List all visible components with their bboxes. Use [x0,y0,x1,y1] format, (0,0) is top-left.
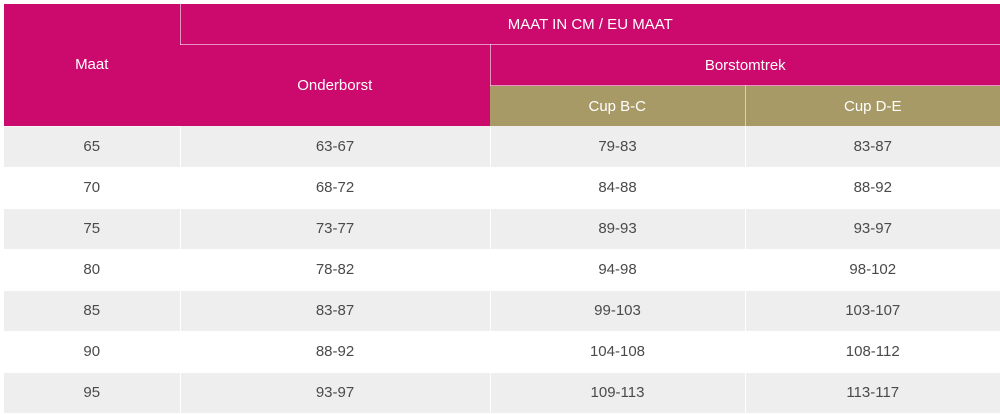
cell-cup-de: 98-102 [744,249,1000,291]
header-borstomtrek: Borstomtrek [489,44,1000,86]
cell-cup-bc: 109-113 [489,372,745,414]
cell-maat: 70 [4,167,180,209]
header-cup-bc: Cup B-C [490,85,745,126]
size-table: Maat MAAT IN CM / EU MAAT Onderborst Bor… [4,4,1000,414]
table-row: 90 88-92 104-108 108-112 [4,331,1000,373]
header-title: MAAT IN CM / EU MAAT [179,4,1000,45]
cell-maat: 65 [4,126,180,168]
cell-cup-bc: 84-88 [489,167,745,209]
table-row: 65 63-67 79-83 83-87 [4,126,1000,168]
cell-onderborst: 83-87 [179,290,490,332]
cell-maat: 75 [4,208,180,250]
table-body: 65 63-67 79-83 83-87 70 68-72 84-88 88-9… [4,126,1000,414]
cell-cup-de: 113-117 [744,372,1000,414]
cell-maat: 90 [4,331,180,373]
header-maat: Maat [4,4,180,127]
cell-cup-de: 83-87 [744,126,1000,168]
cell-maat: 85 [4,290,180,332]
header-onderborst: Onderborst [180,44,490,126]
cell-cup-bc: 89-93 [489,208,745,250]
cell-onderborst: 93-97 [179,372,490,414]
size-chart: Maat MAAT IN CM / EU MAAT Onderborst Bor… [4,4,1000,414]
table-row: 80 78-82 94-98 98-102 [4,249,1000,291]
table-row: 95 93-97 109-113 113-117 [4,372,1000,414]
cell-onderborst: 63-67 [179,126,490,168]
cell-cup-de: 93-97 [744,208,1000,250]
table-row: 70 68-72 84-88 88-92 [4,167,1000,209]
cell-cup-de: 103-107 [744,290,1000,332]
cell-cup-bc: 79-83 [489,126,745,168]
cell-onderborst: 68-72 [179,167,490,209]
cell-onderborst: 78-82 [179,249,490,291]
table-header: Maat MAAT IN CM / EU MAAT Onderborst Bor… [4,4,1000,127]
cell-cup-de: 88-92 [744,167,1000,209]
cell-cup-bc: 94-98 [489,249,745,291]
cell-onderborst: 73-77 [179,208,490,250]
table-row: 85 83-87 99-103 103-107 [4,290,1000,332]
cell-cup-de: 108-112 [744,331,1000,373]
table-row: 75 73-77 89-93 93-97 [4,208,1000,250]
cell-onderborst: 88-92 [179,331,490,373]
cell-cup-bc: 99-103 [489,290,745,332]
cell-maat: 80 [4,249,180,291]
cell-cup-bc: 104-108 [489,331,745,373]
header-cup-de: Cup D-E [744,85,1000,126]
cell-maat: 95 [4,372,180,414]
